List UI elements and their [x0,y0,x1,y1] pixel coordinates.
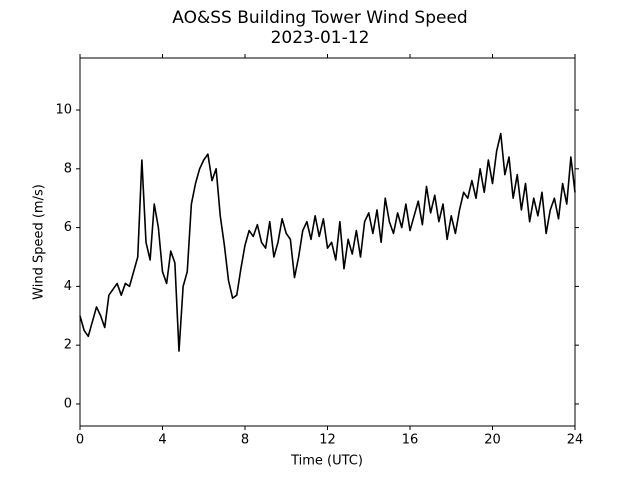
x-tick-label: 0 [76,433,84,448]
x-axis-label: Time (UTC) [290,454,363,469]
y-tick-label: 10 [55,103,72,118]
x-tick-label: 16 [402,433,419,448]
y-tick-label: 0 [64,396,72,411]
x-tick-label: 8 [241,433,249,448]
data-line [79,132,576,352]
x-tick-label: 12 [319,433,336,448]
y-tick-label: 8 [64,161,72,176]
x-tick-label: 20 [484,433,501,448]
y-tick-label: 2 [64,338,72,353]
chart-subtitle: 2023-01-12 [271,28,370,48]
y-tick-label: 6 [64,220,72,235]
plot-frame [79,57,576,427]
x-tick-label: 4 [158,433,166,448]
chart-title: AO&SS Building Tower Wind Speed [172,8,467,28]
y-axis-label: Wind Speed (m/s) [32,184,47,300]
x-tick-label: 24 [567,433,584,448]
y-tick-label: 4 [64,279,72,294]
